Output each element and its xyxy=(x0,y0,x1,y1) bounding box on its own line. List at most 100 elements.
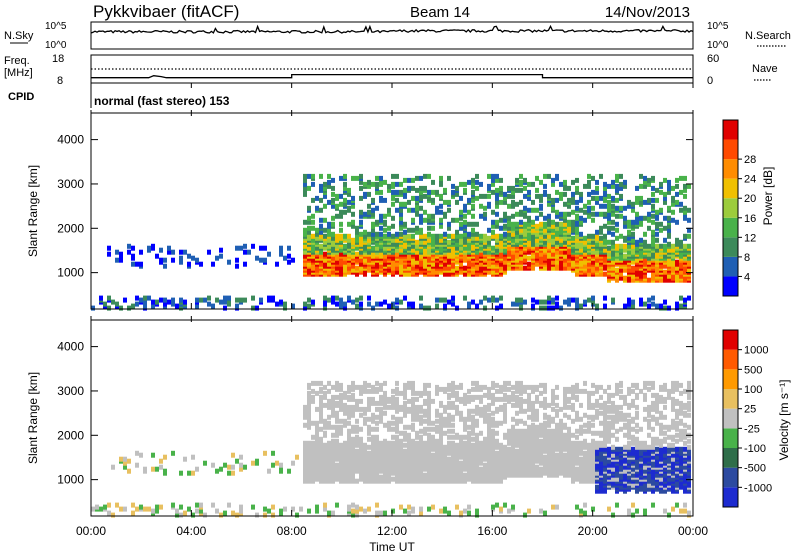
heatmap-cell xyxy=(295,454,299,460)
heatmap-cell xyxy=(575,213,579,219)
heatmap-cell xyxy=(531,199,535,205)
heatmap-cell xyxy=(235,245,239,251)
heatmap-cell xyxy=(431,476,435,482)
heatmap-cell xyxy=(587,179,591,185)
heatmap-cell xyxy=(319,436,323,442)
heatmap-cell xyxy=(615,173,619,179)
heatmap-cell xyxy=(679,303,683,309)
heatmap-cell xyxy=(407,227,411,233)
heatmap-cell xyxy=(339,201,343,207)
heatmap-cell xyxy=(499,396,503,402)
heatmap-cell xyxy=(491,450,495,456)
heatmap-cell xyxy=(427,217,431,223)
heatmap-cell xyxy=(495,388,499,394)
heatmap-cell xyxy=(543,420,547,426)
heatmap-cell xyxy=(379,416,383,422)
heatmap-cell xyxy=(511,390,515,396)
heatmap-cell xyxy=(363,384,367,390)
heatmap-cell xyxy=(543,426,547,432)
heatmap-cell xyxy=(107,510,111,516)
heatmap-cell xyxy=(555,213,559,219)
heatmap-cell xyxy=(463,253,467,259)
heatmap-cell xyxy=(403,408,407,414)
heatmap-cell xyxy=(479,193,483,199)
heatmap-cell xyxy=(507,219,511,225)
heatmap-cell xyxy=(523,420,527,426)
heatmap-cell xyxy=(387,231,391,237)
heatmap-cell xyxy=(415,175,419,181)
heatmap-cell xyxy=(351,175,355,181)
heatmap-cell xyxy=(327,380,331,386)
heatmap-cell xyxy=(539,400,543,406)
heatmap-cell xyxy=(303,454,307,460)
heatmap-cell xyxy=(487,394,491,400)
heatmap-cell xyxy=(491,380,495,386)
heatmap-cell xyxy=(467,476,471,482)
heatmap-cell xyxy=(119,506,123,512)
heatmap-cell xyxy=(359,241,363,247)
heatmap-cell xyxy=(195,466,199,472)
heatmap-cell xyxy=(631,303,635,309)
heatmap-cell xyxy=(487,436,491,442)
heatmap-cell xyxy=(503,414,507,420)
heatmap-cell xyxy=(371,440,375,446)
heatmap-cell xyxy=(515,177,519,183)
heatmap-cell xyxy=(307,205,311,211)
heatmap-cell xyxy=(435,424,439,430)
heatmap-cell xyxy=(327,440,331,446)
y-tick-label: 4000 xyxy=(57,133,84,147)
heatmap-cell xyxy=(323,422,327,428)
cpid-text: normal (fast stereo) 153 xyxy=(94,94,230,108)
heatmap-cell xyxy=(327,173,331,179)
heatmap-cell xyxy=(339,442,343,448)
heatmap-cell xyxy=(683,243,687,249)
heatmap-cell xyxy=(547,221,551,227)
heatmap-cell xyxy=(527,508,531,514)
heatmap-cell xyxy=(563,239,567,245)
heatmap-cell xyxy=(411,426,415,432)
heatmap-cell xyxy=(515,297,519,303)
heatmap-cell xyxy=(347,221,351,227)
heatmap-cell xyxy=(171,249,175,255)
heatmap-cell xyxy=(391,388,395,394)
heatmap-cell xyxy=(559,422,563,428)
heatmap-cell xyxy=(495,223,499,229)
heatmap-cell xyxy=(179,305,183,311)
heatmap-cell xyxy=(583,299,587,305)
heatmap-cell xyxy=(527,189,531,195)
heatmap-cell xyxy=(539,299,543,305)
heatmap-cell xyxy=(563,386,567,392)
heatmap-cell xyxy=(547,456,551,462)
heatmap-cell xyxy=(451,428,455,434)
heatmap-cell xyxy=(307,382,311,388)
heatmap-cell xyxy=(631,207,635,213)
heatmap-cell xyxy=(663,299,667,305)
heatmap-cell xyxy=(107,502,111,508)
heatmap-cell xyxy=(283,506,287,512)
heatmap-cell xyxy=(615,251,619,257)
heatmap-cell xyxy=(195,297,199,303)
heatmap-cell xyxy=(503,392,507,398)
heatmap-cell xyxy=(359,506,363,512)
heatmap-cell xyxy=(419,390,423,396)
heatmap-cell xyxy=(351,386,355,392)
heatmap-cell xyxy=(367,424,371,430)
heatmap-cell xyxy=(343,201,347,207)
heatmap-cell xyxy=(379,394,383,400)
heatmap-cell xyxy=(511,428,515,434)
heatmap-cell xyxy=(243,261,247,267)
heatmap-cell xyxy=(655,221,659,227)
heatmap-cell xyxy=(279,508,283,514)
heatmap-cell xyxy=(399,438,403,444)
heatmap-cell xyxy=(471,380,475,386)
heatmap-cell xyxy=(403,390,407,396)
heatmap-cell xyxy=(411,408,415,414)
heatmap-cell xyxy=(611,297,615,303)
heatmap-cell xyxy=(583,235,587,241)
heatmap-cell xyxy=(343,233,347,239)
heatmap-cell xyxy=(263,506,267,512)
heatmap-cell xyxy=(99,506,103,512)
heatmap-cell xyxy=(363,243,367,249)
heatmap-cell xyxy=(547,213,551,219)
heatmap-cell xyxy=(443,297,447,303)
